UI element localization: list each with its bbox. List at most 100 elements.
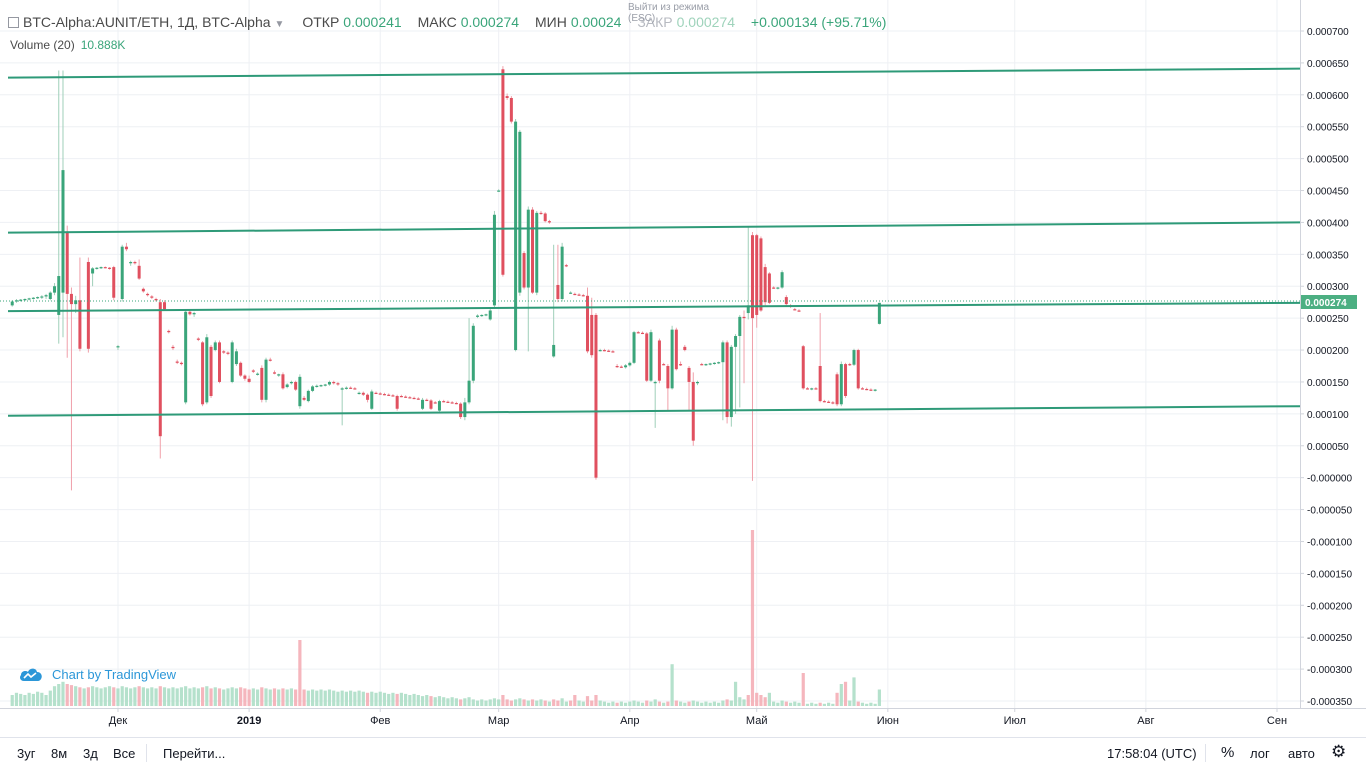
range-3y-button[interactable]: 3уг — [17, 746, 36, 761]
candle-body — [256, 373, 260, 375]
candle-body — [154, 299, 158, 301]
candle-body — [459, 403, 463, 418]
candle-body — [243, 375, 247, 379]
log-scale-button[interactable]: лог — [1250, 746, 1270, 761]
range-all-button[interactable]: Все — [113, 746, 136, 761]
candle-body — [535, 212, 539, 293]
x-tick-label: Апр — [620, 715, 639, 727]
volume-bar — [814, 703, 818, 706]
candle-body — [509, 98, 513, 122]
candle-body — [865, 388, 869, 391]
volume-bar — [645, 700, 649, 706]
volume-bar — [298, 640, 302, 706]
candle-body — [628, 362, 632, 366]
symbol-title[interactable]: BTC-Alpha:AUNIT/ETH, 1Д, BTC-Alpha — [23, 14, 271, 30]
volume-bar — [247, 689, 251, 706]
candle-body — [742, 316, 746, 319]
candle-body — [141, 288, 145, 292]
candle-body — [239, 362, 243, 376]
candle-body — [759, 238, 763, 311]
settings-gear-icon[interactable]: ⚙ — [1331, 742, 1347, 761]
candle-body — [505, 96, 509, 98]
volume-bar — [365, 692, 370, 706]
range-3d-button[interactable]: 3д — [83, 746, 98, 761]
volume-bar — [602, 701, 607, 706]
candle-body — [539, 212, 543, 215]
x-tick-label: Авг — [1137, 715, 1154, 727]
volume-bar — [416, 695, 420, 706]
candle-body — [831, 402, 835, 404]
volume-bar — [594, 695, 598, 706]
candle-body — [844, 364, 848, 396]
volume-bar — [44, 695, 48, 706]
time-axis[interactable]: Дек 2019 Фев Мар Апр Май Июн Июл Авг Сен — [109, 708, 1287, 727]
volume-bar — [463, 698, 467, 706]
price-chart[interactable]: 0.000700 0.000650 0.000600 0.000550 0.000500… — [0, 0, 1366, 737]
volume-bar — [746, 695, 750, 706]
volume-bar — [10, 695, 14, 706]
volume-bar — [327, 689, 332, 706]
candle-body — [446, 401, 450, 403]
trend-line — [7, 301, 1301, 313]
volume-bar — [729, 700, 733, 706]
volume-bar — [399, 692, 403, 706]
candle-body — [425, 399, 429, 402]
price-axis[interactable]: 0.000700 0.000650 0.000600 0.000550 0.000500… — [1300, 27, 1352, 708]
volume-bar — [361, 691, 365, 706]
trend-lines[interactable] — [7, 67, 1301, 417]
candle-body — [57, 276, 61, 315]
volume-bar — [738, 697, 742, 706]
candle-body — [167, 330, 171, 333]
clock-display[interactable]: 17:58:04 (UTC) — [1107, 746, 1197, 761]
y-tick-label: -0.000000 — [1307, 474, 1352, 485]
volume-bar — [391, 692, 395, 706]
exit-fullscreen-tooltip[interactable]: Выйти из режима (ESC) — [628, 2, 709, 24]
tradingview-watermark[interactable]: Chart by TradingView — [18, 665, 176, 683]
volume-bar — [213, 687, 217, 706]
volume-bar — [319, 689, 323, 706]
candle-body — [171, 346, 175, 349]
candle-body — [285, 384, 289, 388]
candle-body — [184, 311, 188, 403]
volume-bar — [788, 702, 793, 706]
candle-body — [120, 246, 124, 299]
candle-body — [19, 299, 23, 301]
close-value: 0.000274 — [676, 14, 736, 30]
dropdown-icon[interactable]: ▼ — [274, 19, 285, 30]
candle-body — [429, 400, 433, 409]
volume-bar — [31, 693, 35, 706]
candle-body — [598, 350, 602, 352]
volume-bar — [175, 688, 179, 706]
volume-bar — [611, 701, 615, 706]
change-value: +0.000134 (+95.71%) — [750, 14, 887, 30]
candle-body — [382, 394, 386, 396]
collapse-square-icon[interactable] — [8, 17, 19, 28]
candle-body — [442, 401, 446, 403]
percent-scale-button[interactable]: % — [1221, 744, 1235, 761]
volume-bar — [526, 700, 530, 706]
volume-bar — [497, 699, 501, 706]
goto-date-button[interactable]: Перейти... — [163, 746, 226, 761]
candle-body — [302, 397, 306, 400]
y-tick-label: 0.000300 — [1307, 282, 1349, 293]
candle-body — [222, 351, 226, 353]
volume-bar — [200, 687, 205, 706]
volume-bar — [340, 690, 344, 706]
candle-body — [129, 261, 133, 264]
volume-bar — [742, 699, 746, 706]
volume-bar — [674, 700, 678, 706]
volume-bar — [306, 690, 310, 706]
candle-body — [717, 362, 721, 364]
candle-body — [27, 298, 31, 300]
volume-label[interactable]: Volume (20) — [10, 38, 75, 52]
range-8m-button[interactable]: 8м — [51, 746, 68, 761]
volume-bar — [57, 684, 61, 706]
candle-body — [776, 287, 780, 289]
candle-body — [433, 402, 437, 404]
auto-scale-button[interactable]: авто — [1288, 746, 1315, 761]
volume-bar — [205, 686, 209, 706]
candle-body — [641, 332, 644, 335]
candle-body — [412, 397, 416, 400]
trend-line — [7, 221, 1301, 234]
volume-bar — [69, 685, 74, 706]
